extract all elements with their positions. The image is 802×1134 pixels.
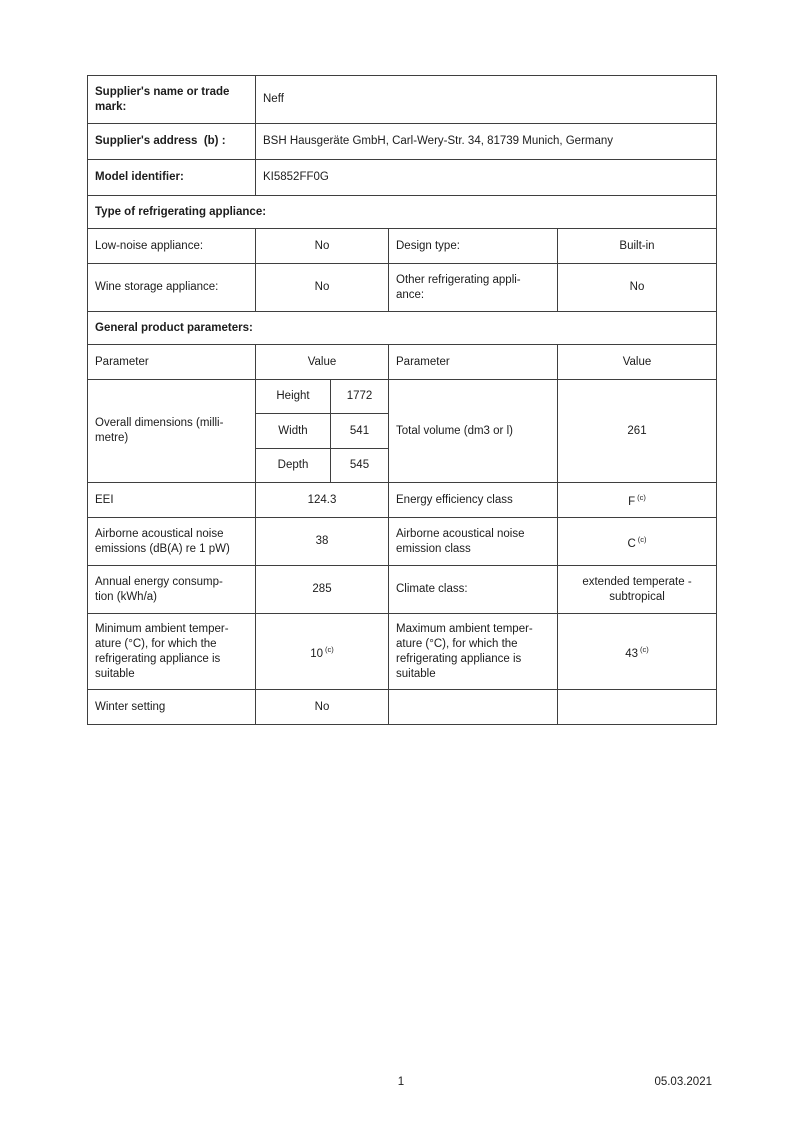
param-label: Climate class: bbox=[388, 565, 558, 614]
param-value: 43 (c) bbox=[556, 613, 718, 690]
param-value: extended temperate - subtropical bbox=[556, 565, 718, 614]
param-value: 38 bbox=[255, 517, 389, 566]
column-header-parameter: Parameter bbox=[87, 344, 256, 380]
table-row: EEI 124.3 Energy efficiency class F (c) bbox=[87, 482, 718, 518]
dimensions-row: Depth 545 bbox=[88, 448, 717, 483]
param-value: 10 (c) bbox=[255, 613, 389, 690]
total-volume-value: 261 bbox=[556, 379, 718, 483]
param-value: C (c) bbox=[556, 517, 718, 566]
param-label bbox=[388, 689, 558, 725]
footnote-marker: (c) bbox=[325, 644, 334, 654]
param-label: Airborne acoustical noise emissions (dB(… bbox=[87, 517, 256, 566]
param-label: Other refrigerating appli- ance: bbox=[388, 263, 558, 312]
dimension-name: Width bbox=[255, 413, 331, 449]
param-label: Airborne acoustical noise emission class bbox=[388, 517, 558, 566]
param-value: No bbox=[255, 689, 389, 725]
table-row: Supplier's name or trade mark: Neff bbox=[87, 75, 718, 124]
footer-date: 05.03.2021 bbox=[654, 1076, 712, 1088]
dimensions-row: Overall dimensions (milli- metre) Height… bbox=[87, 379, 718, 483]
product-fiche-table: Supplier's name or trade mark: Neff Supp… bbox=[86, 75, 718, 725]
param-value: No bbox=[255, 228, 389, 264]
param-value: No bbox=[556, 263, 718, 312]
param-label: Winter setting bbox=[87, 689, 256, 725]
table-row: Minimum ambient temper- ature (°C), for … bbox=[87, 613, 718, 690]
dimension-name: Height bbox=[255, 379, 331, 414]
table-row: Low-noise appliance: No Design type: Bui… bbox=[87, 228, 718, 264]
column-header-value: Value bbox=[556, 344, 718, 380]
param-label: Energy efficiency class bbox=[388, 482, 558, 518]
table-row: Model identifier: KI5852FF0G bbox=[87, 159, 718, 196]
value-text: 10 bbox=[310, 647, 324, 660]
footnote-marker: (c) bbox=[637, 493, 646, 503]
param-label: Wine storage appliance: bbox=[87, 263, 256, 312]
param-value bbox=[556, 689, 718, 725]
table-row: Winter setting No bbox=[87, 689, 718, 725]
footnote-marker: (c) bbox=[637, 534, 647, 544]
param-label: Design type: bbox=[388, 228, 558, 264]
table-row: Wine storage appliance: No Other refrige… bbox=[87, 263, 718, 312]
column-header-parameter: Parameter bbox=[388, 344, 558, 380]
value-text: 43 bbox=[625, 647, 639, 660]
column-header-row: Parameter Value Parameter Value bbox=[87, 344, 718, 380]
page-number: 1 bbox=[397, 1076, 405, 1088]
total-volume-label: Total volume (dm3 or l) bbox=[388, 379, 558, 483]
dimensions-row: Width 541 bbox=[88, 413, 717, 449]
param-label: Maximum ambient temper- ature (°C), for … bbox=[388, 613, 558, 690]
type-section-header: Type of refrigerating appliance: bbox=[86, 195, 718, 229]
footnote-marker: (c) bbox=[640, 644, 649, 654]
dimension-value: 541 bbox=[330, 413, 389, 449]
param-label: Annual energy consump- tion (kWh/a) bbox=[87, 565, 256, 614]
supplier-address-label: Supplier's address (b) : bbox=[87, 123, 256, 160]
dimension-value: 1772 bbox=[330, 379, 389, 414]
model-identifier-value: KI5852FF0G bbox=[254, 159, 718, 196]
value-text: F bbox=[628, 495, 636, 508]
param-value: 285 bbox=[255, 565, 389, 614]
param-value: No bbox=[255, 263, 389, 312]
param-label: Minimum ambient temper- ature (°C), for … bbox=[87, 613, 256, 690]
param-label: Low-noise appliance: bbox=[87, 228, 256, 264]
supplier-name-value: Neff bbox=[254, 75, 718, 124]
param-label: EEI bbox=[87, 482, 256, 518]
dimensions-label: Overall dimensions (milli- metre) bbox=[87, 379, 256, 483]
dimension-value: 545 bbox=[330, 448, 389, 483]
general-section-header: General product parameters: bbox=[86, 311, 718, 345]
param-value: F (c) bbox=[556, 482, 718, 518]
param-value: Built-in bbox=[556, 228, 718, 264]
column-header-value: Value bbox=[255, 344, 389, 380]
supplier-address-value: BSH Hausgeräte GmbH, Carl-Wery-Str. 34, … bbox=[254, 123, 718, 160]
table-row: Airborne acoustical noise emissions (dB(… bbox=[87, 517, 718, 566]
supplier-name-label: Supplier's name or trade mark: bbox=[87, 75, 256, 124]
table-row: Supplier's address (b) : BSH Hausgeräte … bbox=[87, 123, 718, 160]
model-identifier-label: Model identifier: bbox=[87, 159, 256, 196]
section-header-row: Type of refrigerating appliance: bbox=[86, 195, 718, 229]
dimension-name: Depth bbox=[255, 448, 331, 483]
param-value: 124.3 bbox=[255, 482, 389, 518]
table-row: Annual energy consump- tion (kWh/a) 285 … bbox=[87, 565, 718, 614]
section-header-row: General product parameters: bbox=[86, 311, 718, 345]
value-text: C bbox=[627, 537, 636, 550]
